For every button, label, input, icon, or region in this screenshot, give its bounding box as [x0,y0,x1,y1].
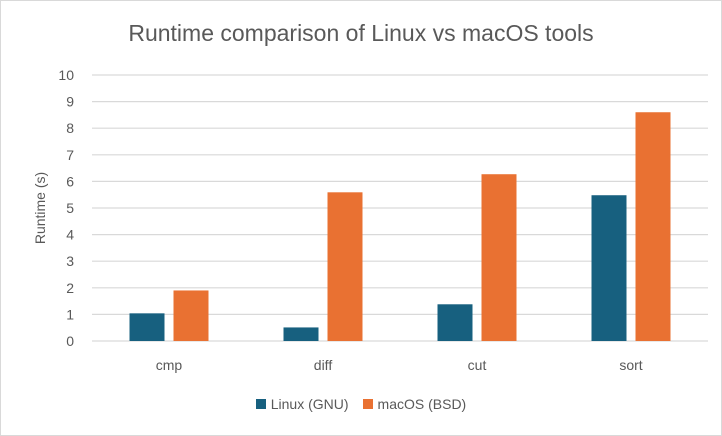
y-tick-label: 3 [66,253,74,269]
bar-sort-macos [635,112,671,342]
bar-cut-linux [437,304,473,341]
y-tick-label: 6 [66,173,74,189]
legend-label: macOS (BSD) [377,396,467,412]
y-tick-label: 2 [66,280,74,296]
bar-cmp-linux [129,313,165,341]
x-tick-label: cmp [156,357,183,373]
y-tick-label: 1 [66,306,74,322]
y-tick-label: 9 [66,94,74,110]
x-tick-label: cut [468,357,487,373]
legend-swatch [362,399,373,409]
legend-swatch [255,399,266,409]
legend: Linux (GNU) macOS (BSD) [0,396,722,412]
y-tick-label: 7 [66,147,74,163]
bar-diff-macos [327,192,363,341]
y-tick-label: 10 [58,67,74,83]
legend-item: Linux (GNU) [255,396,349,412]
legend-item: macOS (BSD) [362,396,467,412]
chart-title: Runtime comparison of Linux vs macOS too… [128,20,594,46]
legend-label: Linux (GNU) [270,396,349,412]
x-tick-label: sort [619,357,642,373]
y-tick-label: 4 [66,227,74,243]
y-tick-label: 8 [66,120,74,136]
bar-cut-macos [481,174,517,341]
y-tick-label: 5 [66,200,74,216]
x-tick-label: diff [314,357,333,373]
y-axis-label: Runtime (s) [32,172,48,244]
y-tick-label: 0 [66,333,74,349]
bar-diff-linux [283,327,319,341]
bar-sort-linux [591,195,627,341]
bar-cmp-macos [173,290,209,341]
